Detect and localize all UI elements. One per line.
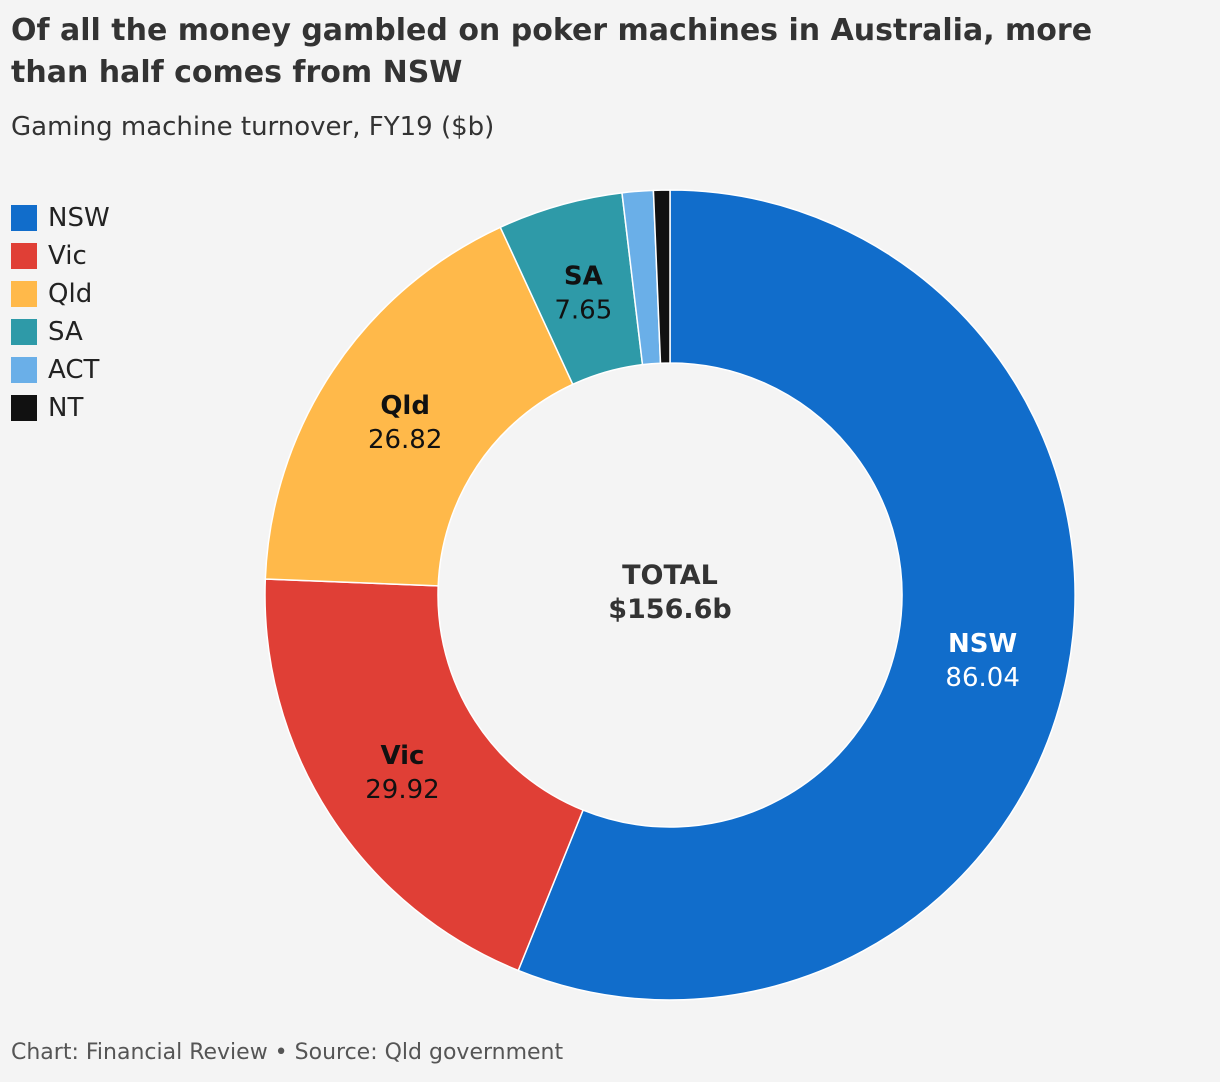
source-footer: Chart: Financial Review • Source: Qld go… (11, 1040, 564, 1065)
legend-label-act: ACT (48, 355, 100, 385)
slice-value-vic: 29.92 (365, 775, 439, 805)
legend-item-sa: SA (11, 313, 110, 351)
slice-label-qld: Qld (380, 391, 430, 421)
legend: NSW Vic Qld SA ACT NT (11, 199, 110, 427)
slice-label-sa: SA (564, 262, 603, 292)
legend-label-sa: SA (48, 317, 83, 347)
donut-slices (264, 189, 1076, 1001)
slice-labels: NSW 86.04 Vic 29.92 Qld 26.82 SA 7.65 (365, 262, 1020, 805)
chart-title: Of all the money gambled on poker machin… (11, 13, 1093, 90)
legend-item-act: ACT (11, 351, 110, 389)
chart-subtitle: Gaming machine turnover, FY19 ($b) (11, 112, 495, 142)
legend-item-vic: Vic (11, 237, 110, 275)
legend-swatch-nt (11, 395, 37, 421)
legend-swatch-act (11, 357, 37, 383)
legend-swatch-sa (11, 319, 37, 345)
slice-nsw (517, 189, 1076, 1001)
slice-label-nsw: NSW (948, 629, 1017, 659)
legend-swatch-nsw (11, 205, 37, 231)
slice-value-qld: 26.82 (368, 425, 442, 455)
slice-value-sa: 7.65 (554, 296, 612, 326)
slice-value-nsw: 86.04 (945, 663, 1019, 693)
legend-item-nt: NT (11, 389, 110, 427)
legend-label-nt: NT (48, 393, 84, 423)
legend-item-qld: Qld (11, 275, 110, 313)
slice-qld (264, 226, 574, 587)
legend-swatch-vic (11, 243, 37, 269)
center-total-value: $156.6b (608, 594, 732, 625)
legend-label-vic: Vic (48, 241, 87, 271)
slice-label-vic: Vic (380, 741, 424, 771)
legend-label-nsw: NSW (48, 203, 110, 233)
center-total-label: TOTAL (622, 560, 718, 591)
legend-item-nsw: NSW (11, 199, 110, 237)
slice-nt (652, 189, 671, 364)
legend-swatch-qld (11, 281, 37, 307)
slice-vic (264, 578, 585, 972)
legend-label-qld: Qld (48, 279, 93, 309)
